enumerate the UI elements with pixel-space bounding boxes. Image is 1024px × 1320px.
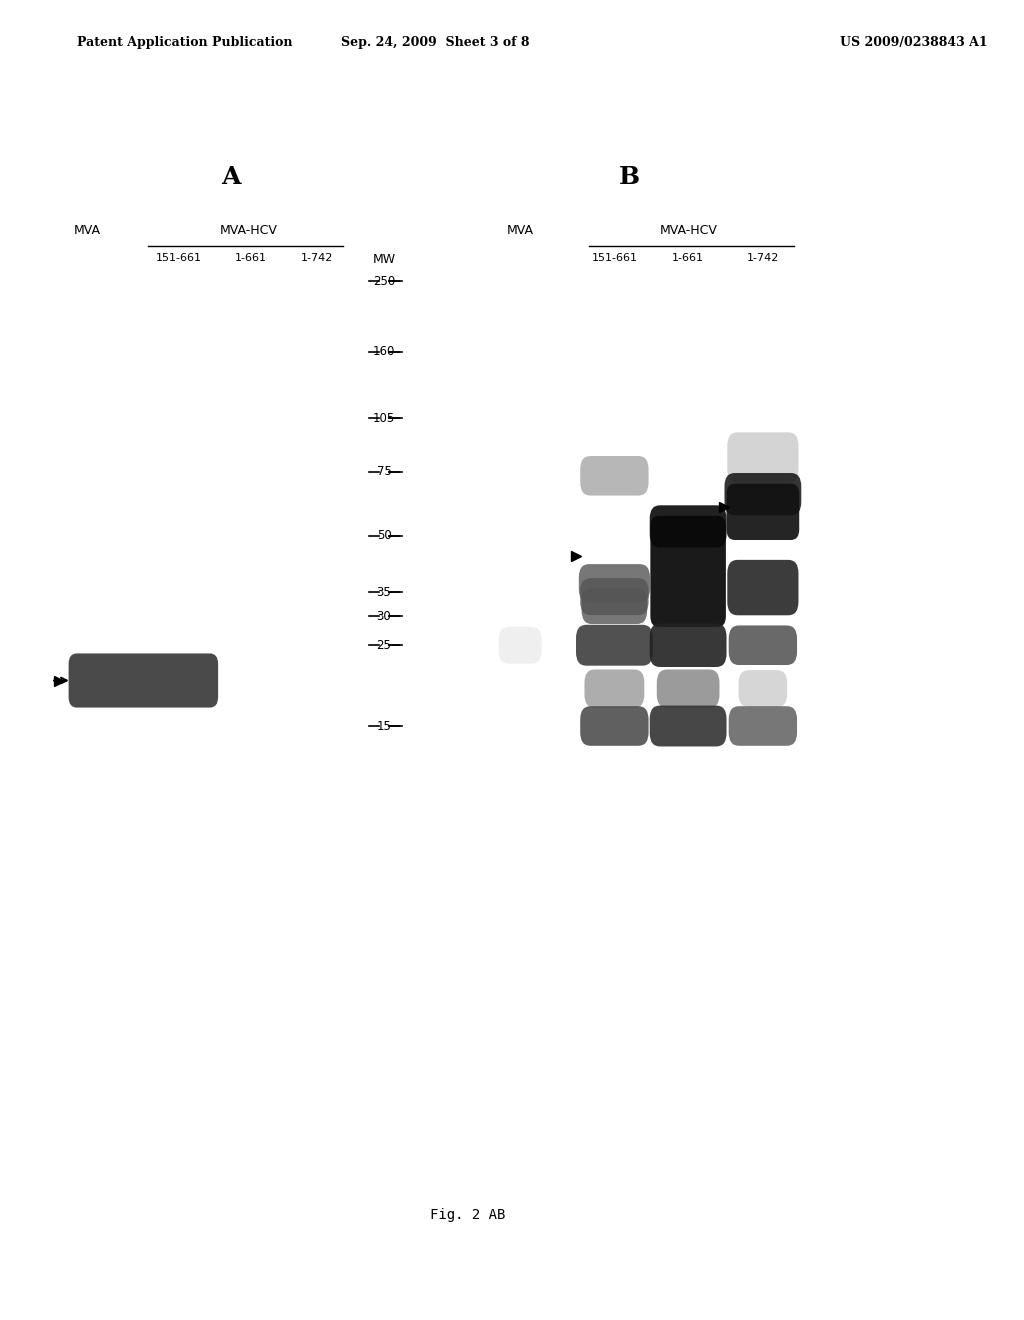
Text: 50: 50	[377, 529, 391, 543]
Text: MVA: MVA	[74, 224, 100, 238]
Text: 1-742: 1-742	[301, 253, 334, 264]
FancyBboxPatch shape	[729, 626, 797, 665]
Text: 250: 250	[373, 275, 395, 288]
FancyBboxPatch shape	[727, 433, 799, 483]
Text: Patent Application Publication: Patent Application Publication	[77, 36, 292, 49]
FancyBboxPatch shape	[575, 624, 653, 665]
FancyBboxPatch shape	[499, 627, 542, 664]
Text: 1-742: 1-742	[746, 253, 779, 264]
Text: 151-661: 151-661	[157, 253, 202, 264]
Text: 1-661: 1-661	[234, 253, 267, 264]
Text: B: B	[620, 165, 640, 189]
Text: 151-661: 151-661	[592, 253, 637, 264]
Text: 75: 75	[377, 465, 391, 478]
FancyBboxPatch shape	[727, 560, 799, 615]
FancyBboxPatch shape	[582, 589, 647, 624]
FancyBboxPatch shape	[738, 671, 787, 708]
Text: MVA-HCV: MVA-HCV	[659, 224, 718, 238]
FancyBboxPatch shape	[650, 705, 727, 747]
FancyBboxPatch shape	[725, 473, 801, 515]
Text: Fig. 2 AB: Fig. 2 AB	[430, 1208, 506, 1222]
Text: 15: 15	[377, 719, 391, 733]
Text: 35: 35	[377, 586, 391, 598]
Text: 160: 160	[373, 346, 395, 358]
FancyBboxPatch shape	[581, 578, 648, 615]
Text: MW: MW	[373, 253, 395, 267]
Text: US 2009/0238843 A1: US 2009/0238843 A1	[840, 36, 987, 49]
Text: 30: 30	[377, 610, 391, 623]
Text: A: A	[220, 165, 241, 189]
Text: 1-661: 1-661	[672, 253, 705, 264]
FancyBboxPatch shape	[656, 669, 720, 708]
Text: MVA-HCV: MVA-HCV	[219, 224, 278, 238]
FancyBboxPatch shape	[69, 653, 218, 708]
Text: 25: 25	[377, 639, 391, 652]
FancyBboxPatch shape	[727, 483, 799, 540]
FancyBboxPatch shape	[650, 623, 727, 667]
Text: Sep. 24, 2009  Sheet 3 of 8: Sep. 24, 2009 Sheet 3 of 8	[341, 36, 529, 49]
Text: 105: 105	[373, 412, 395, 425]
FancyBboxPatch shape	[581, 455, 648, 495]
FancyBboxPatch shape	[585, 669, 644, 708]
FancyBboxPatch shape	[581, 706, 648, 746]
FancyBboxPatch shape	[579, 564, 650, 602]
FancyBboxPatch shape	[729, 706, 797, 746]
FancyBboxPatch shape	[650, 516, 726, 627]
FancyBboxPatch shape	[650, 506, 727, 548]
Text: MVA: MVA	[507, 224, 534, 238]
